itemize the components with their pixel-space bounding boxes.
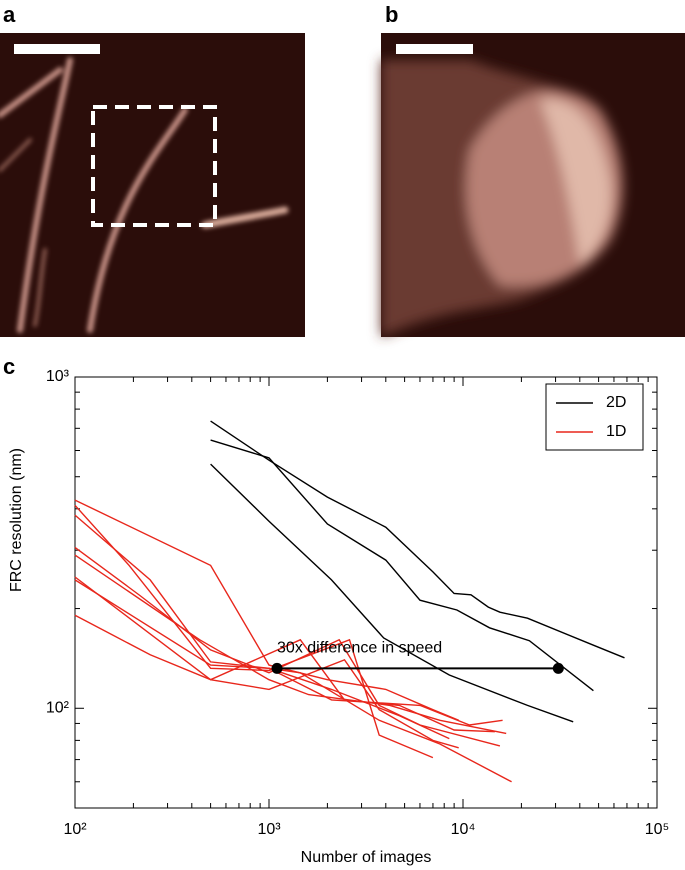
x-tick-label: 10⁵ <box>645 821 669 838</box>
x-tick-label: 10³ <box>257 821 281 838</box>
x-axis-label: Number of images <box>301 849 432 866</box>
legend-label: 2D <box>606 394 626 411</box>
x-tick-label: 10⁴ <box>451 821 476 838</box>
legend-box <box>545 383 644 451</box>
data-line <box>210 420 625 659</box>
data-line <box>74 614 459 749</box>
y-tick-label: 10² <box>46 699 70 716</box>
legend-label: 1D <box>606 423 626 440</box>
plot-frame <box>74 376 658 809</box>
panel-label: a <box>3 2 16 27</box>
panel-label: c <box>3 354 15 379</box>
annotation-text: 30x difference in speed <box>277 640 442 657</box>
data-line <box>210 439 594 692</box>
image-b <box>381 33 685 337</box>
y-tick-label: 10³ <box>46 368 70 385</box>
data-line <box>74 554 507 735</box>
image-a <box>0 33 305 337</box>
annotation-marker <box>271 662 283 674</box>
data-line <box>74 579 503 726</box>
annotation-marker <box>552 662 564 674</box>
data-line <box>268 667 512 783</box>
panel-label: b <box>385 2 398 27</box>
data-line <box>74 504 434 759</box>
x-tick-label: 10² <box>63 821 87 838</box>
data-line <box>210 463 574 723</box>
data-line <box>74 499 459 721</box>
y-axis-label: FRC resolution (nm) <box>8 448 25 592</box>
data-line <box>74 546 501 747</box>
